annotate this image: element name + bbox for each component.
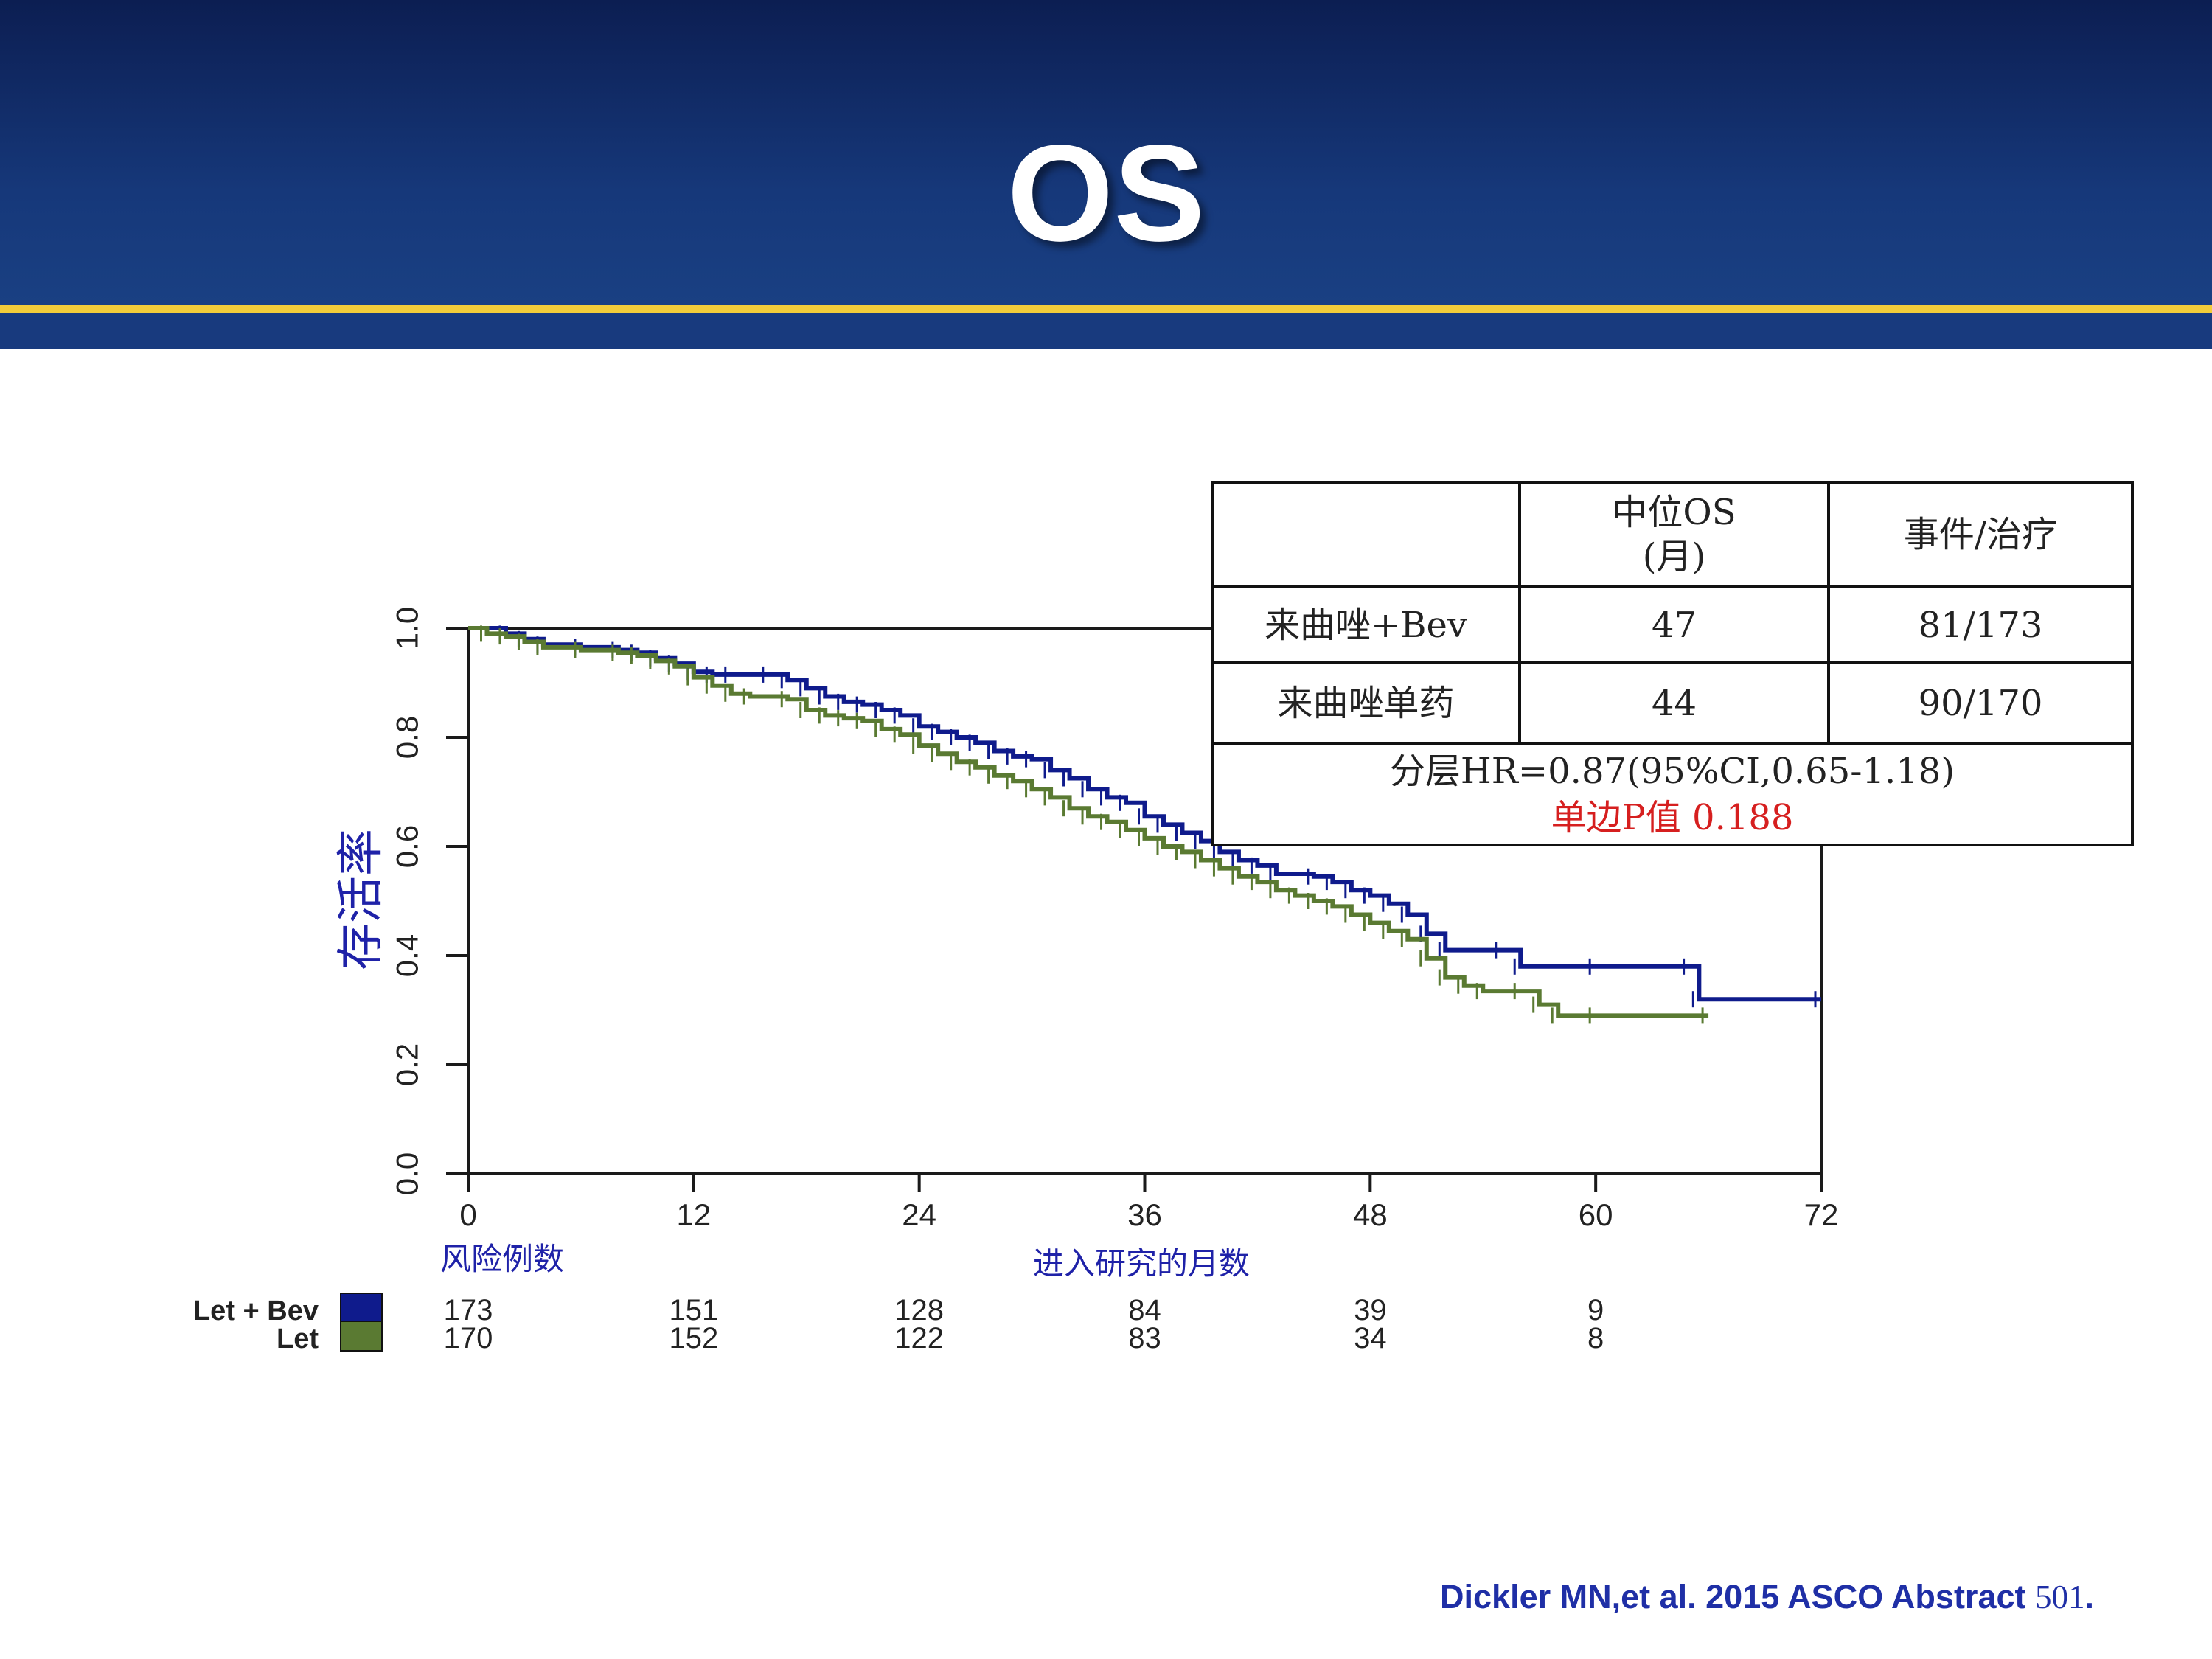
x-tick-label: 36: [1127, 1197, 1162, 1232]
x-tick-label: 0: [459, 1197, 476, 1232]
table-row-divider: [1214, 661, 2131, 664]
title-bar-accent-stripe: [0, 305, 2212, 313]
y-tick-label: 0.6: [390, 825, 425, 868]
x-axis-label: 进入研究的月数: [1033, 1245, 1250, 1281]
at-risk-count: 84: [1128, 1294, 1161, 1326]
at-risk-count: 9: [1587, 1294, 1604, 1326]
table-row-divider: [1214, 585, 2131, 588]
citation-number: 501: [2034, 1579, 2085, 1615]
x-tick-label: 24: [902, 1197, 936, 1232]
citation-suffix: .: [2084, 1578, 2094, 1615]
table-header-median-os: 中位OS (月): [1612, 492, 1736, 577]
at-risk-count: 173: [444, 1294, 493, 1326]
y-axis-label: 存活率: [334, 829, 389, 970]
citation-text: Dickler MN,et al. 2015 ASCO Abstract: [1440, 1578, 2035, 1615]
y-tick-label: 0.8: [390, 716, 425, 759]
legend-swatch-let: [340, 1321, 383, 1352]
table-cell-median: 44: [1651, 683, 1697, 724]
x-tick-label: 72: [1804, 1197, 1839, 1232]
survival-curve-let-bev: [468, 626, 1821, 1002]
table-row-divider: [1214, 742, 2131, 745]
at-risk-count: 83: [1128, 1322, 1161, 1354]
table-column-divider: [1518, 484, 1521, 745]
survival-curve-let: [468, 626, 1709, 1018]
citation: Dickler MN,et al. 2015 ASCO Abstract 501…: [1440, 1578, 2094, 1616]
y-tick-label: 0.2: [390, 1043, 425, 1086]
title-bar: [0, 0, 2212, 349]
p-value: 单边P值 0.188: [1551, 797, 1794, 838]
table-cell-median: 47: [1651, 604, 1697, 646]
x-tick-label: 48: [1353, 1197, 1388, 1232]
at-risk-count: 170: [444, 1322, 493, 1354]
at-risk-count: 34: [1354, 1322, 1387, 1354]
slide-title: OS: [1006, 117, 1206, 270]
table-cell-events: 81/173: [1918, 604, 2043, 646]
y-tick-label: 1.0: [390, 607, 425, 650]
at-risk-count: 39: [1354, 1294, 1387, 1326]
at-risk-count: 8: [1587, 1322, 1604, 1354]
at-risk-count: 151: [669, 1294, 718, 1326]
table-header-events: 事件/治疗: [1903, 514, 2058, 555]
legend-swatch-let-bev: [340, 1293, 383, 1324]
at-risk-count: 128: [894, 1294, 944, 1326]
y-tick-label: 0.4: [390, 934, 425, 977]
table-row-label: 来曲唑+Bev: [1264, 604, 1468, 646]
table-column-divider: [1827, 484, 1830, 745]
table-row-label: 来曲唑单药: [1277, 683, 1455, 724]
hazard-ratio: 分层HR=0.87(95%CI,0.65-1.18): [1389, 751, 1955, 792]
legend-label-let: Let: [276, 1324, 319, 1354]
at-risk-heading: 风险例数: [440, 1241, 564, 1277]
x-tick-label: 60: [1579, 1197, 1613, 1232]
table-header-empty: [1214, 484, 1518, 585]
table-cell-events: 90/170: [1918, 683, 2043, 724]
y-tick-label: 0.0: [390, 1152, 425, 1195]
title-bar-lower-band: [0, 313, 2212, 349]
at-risk-count: 152: [669, 1322, 718, 1354]
at-risk-count: 122: [894, 1322, 944, 1354]
stats-table: 中位OS (月) 事件/治疗 来曲唑+Bev 47 81/173 来曲唑单药 4…: [1211, 481, 2134, 846]
x-tick-label: 12: [676, 1197, 711, 1232]
legend-label-let-bev: Let + Bev: [193, 1295, 319, 1326]
